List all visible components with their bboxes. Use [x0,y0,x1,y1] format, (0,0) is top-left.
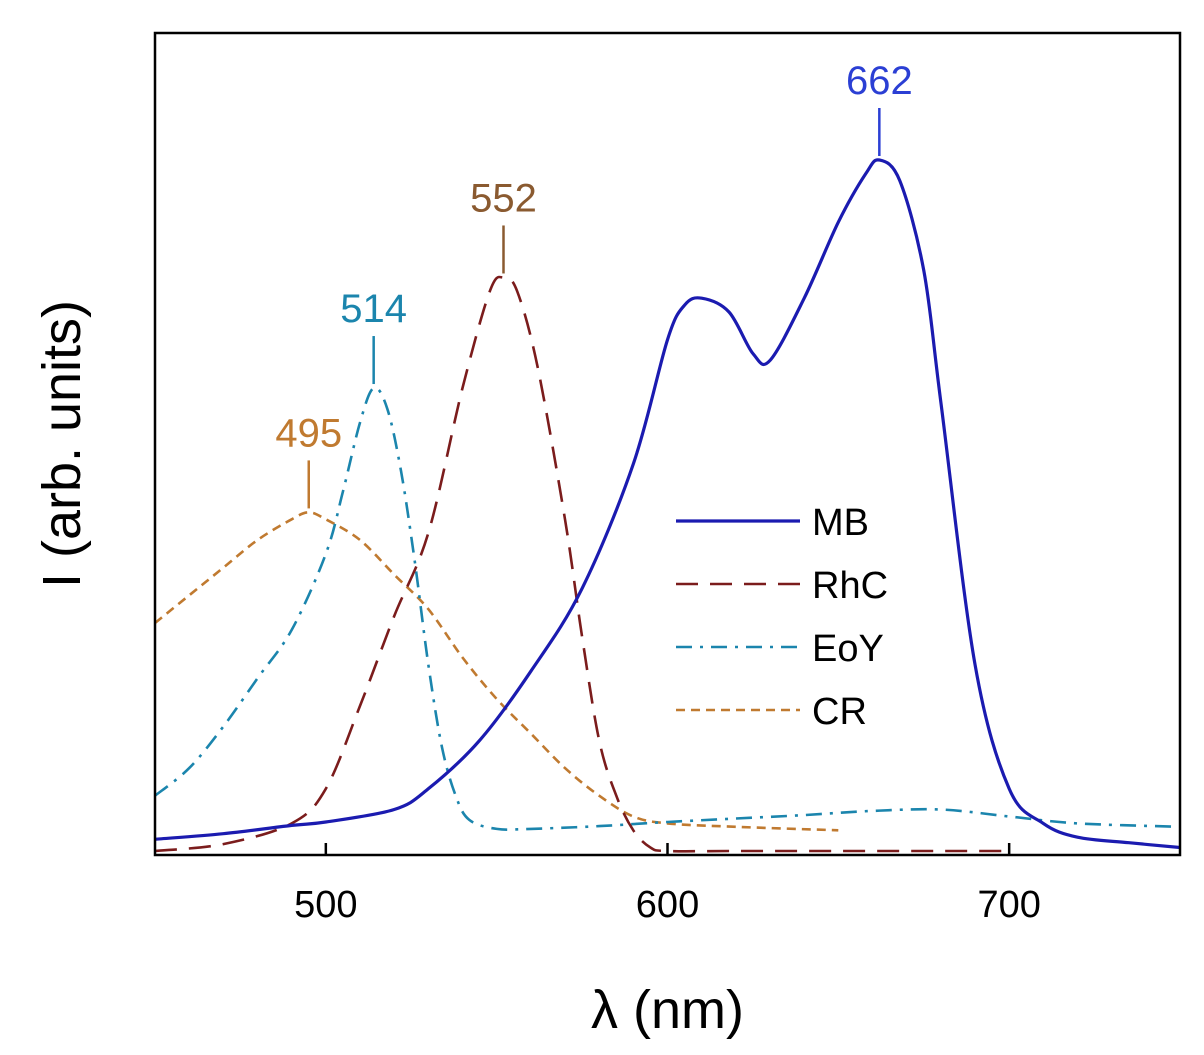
x-tick-label: 700 [977,884,1040,926]
series-layer [155,158,1180,853]
series-line-mb [155,158,1180,850]
peak-annotations: 662 552 514 495 [275,59,913,509]
series-line-rhc [155,275,1010,853]
series-line-cr [155,511,839,832]
x-tick-label: 600 [636,884,699,926]
x-axis-ticks: 500 600 700 [294,843,1041,926]
peak-label-552: 552 [470,176,537,220]
legend-label-mb: MB [812,502,869,544]
peak-label-662: 662 [846,59,913,103]
legend: MB RhC EoY CR [676,502,888,733]
x-axis-title: λ (nm) [591,980,744,1040]
legend-label-eoy: EoY [812,628,884,670]
peak-label-495: 495 [275,411,342,455]
legend-label-rhc: RhC [812,565,888,607]
y-axis-title: I (arb. units) [32,300,92,588]
x-tick-label: 500 [294,884,357,926]
peak-label-514: 514 [340,287,407,331]
legend-label-cr: CR [812,691,867,733]
series-line-eoy [155,386,1180,831]
